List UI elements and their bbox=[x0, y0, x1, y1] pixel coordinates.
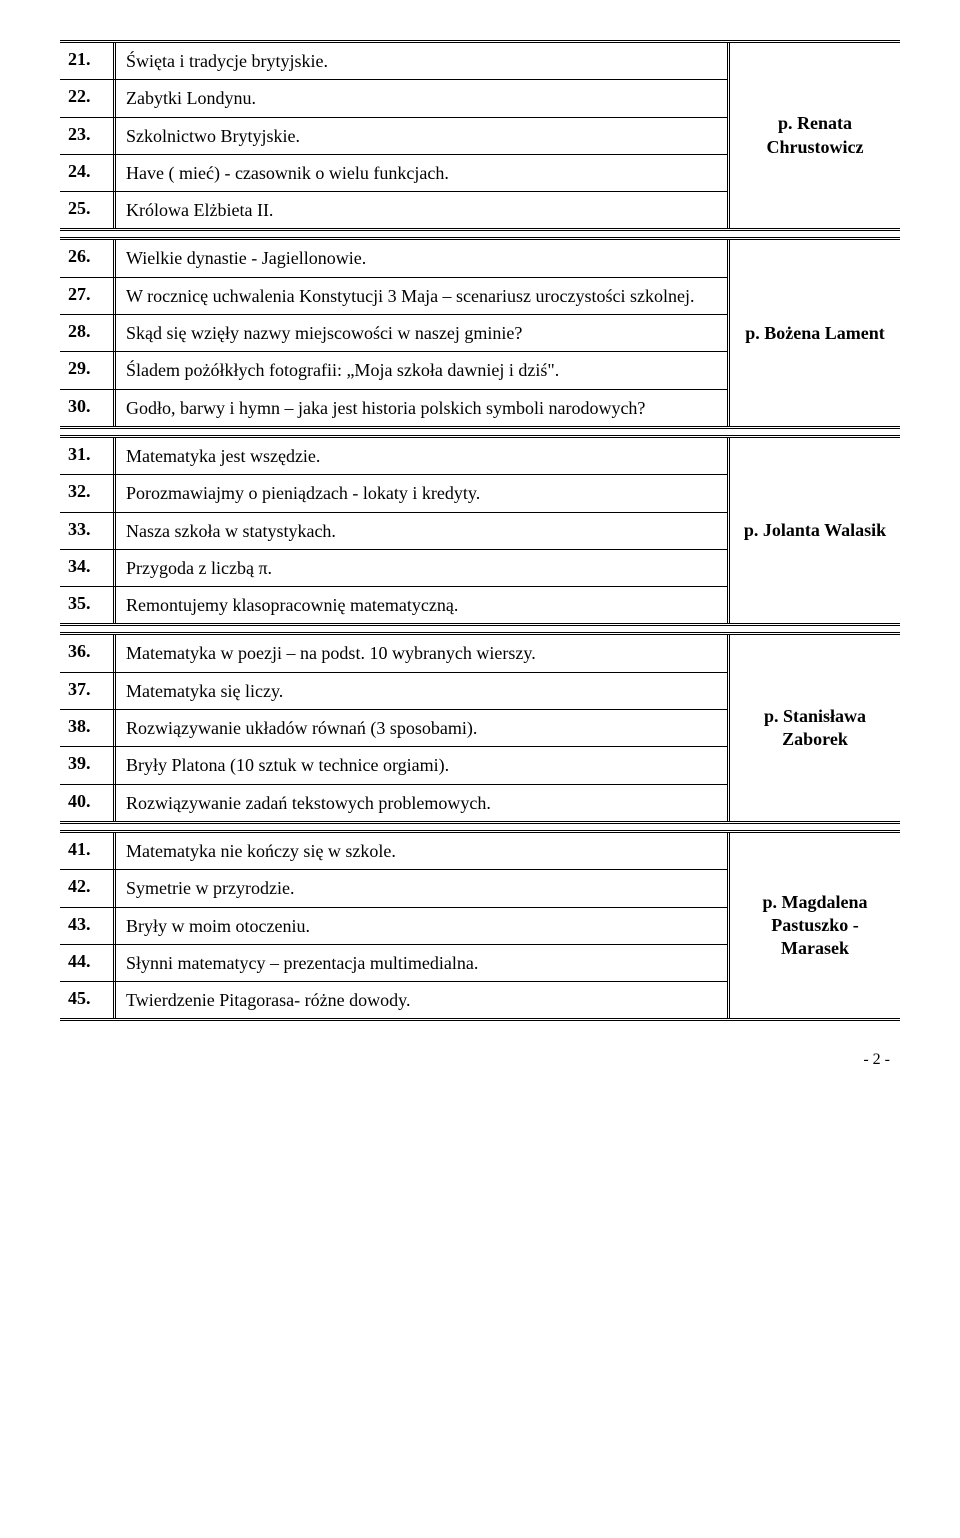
table-row: 29. Śladem pożółkłych fotografii: „Moja … bbox=[60, 351, 727, 388]
row-number: 25. bbox=[60, 192, 116, 228]
table-row: 45. Twierdzenie Pitagorasa- różne dowody… bbox=[60, 981, 727, 1018]
section-1-rows: 21. Święta i tradycje brytyjskie. 22. Za… bbox=[60, 43, 730, 228]
row-text: Skąd się wzięły nazwy miejscowości w nas… bbox=[116, 315, 727, 351]
row-number: 24. bbox=[60, 155, 116, 191]
page-content: 21. Święta i tradycje brytyjskie. 22. Za… bbox=[60, 40, 900, 1069]
row-text: Matematyka się liczy. bbox=[116, 673, 727, 709]
section-3-rows: 31. Matematyka jest wszędzie. 32. Porozm… bbox=[60, 438, 730, 623]
table-row: 31. Matematyka jest wszędzie. bbox=[60, 438, 727, 474]
section-4: 36. Matematyka w poezji – na podst. 10 w… bbox=[60, 632, 900, 823]
row-number: 29. bbox=[60, 352, 116, 388]
teacher-name: p. Stanisława Zaborek bbox=[730, 635, 900, 820]
teacher-name: p. Jolanta Walasik bbox=[730, 438, 900, 623]
row-text: Bryły Platona (10 sztuk w technice orgia… bbox=[116, 747, 727, 783]
table-row: 34. Przygoda z liczbą π. bbox=[60, 549, 727, 586]
table-row: 23. Szkolnictwo Brytyjskie. bbox=[60, 117, 727, 154]
row-number: 22. bbox=[60, 80, 116, 116]
row-number: 38. bbox=[60, 710, 116, 746]
row-text: W rocznicę uchwalenia Konstytucji 3 Maja… bbox=[116, 278, 727, 314]
table-row: 33. Nasza szkoła w statystykach. bbox=[60, 512, 727, 549]
row-text: Szkolnictwo Brytyjskie. bbox=[116, 118, 727, 154]
row-number: 41. bbox=[60, 833, 116, 869]
table-row: 44. Słynni matematycy – prezentacja mult… bbox=[60, 944, 727, 981]
row-text: Śladem pożółkłych fotografii: „Moja szko… bbox=[116, 352, 727, 388]
section-5-rows: 41. Matematyka nie kończy się w szkole. … bbox=[60, 833, 730, 1018]
table-row: 27. W rocznicę uchwalenia Konstytucji 3 … bbox=[60, 277, 727, 314]
row-text: Święta i tradycje brytyjskie. bbox=[116, 43, 727, 79]
row-text: Matematyka nie kończy się w szkole. bbox=[116, 833, 727, 869]
row-number: 32. bbox=[60, 475, 116, 511]
table-row: 35. Remontujemy klasopracownię matematyc… bbox=[60, 586, 727, 623]
row-text: Wielkie dynastie - Jagiellonowie. bbox=[116, 240, 727, 276]
row-number: 28. bbox=[60, 315, 116, 351]
table-row: 42. Symetrie w przyrodzie. bbox=[60, 869, 727, 906]
row-text: Rozwiązywanie zadań tekstowych problemow… bbox=[116, 785, 727, 821]
row-text: Rozwiązywanie układów równań (3 sposobam… bbox=[116, 710, 727, 746]
teacher-name: p. Renata Chrustowicz bbox=[730, 43, 900, 228]
row-text: Bryły w moim otoczeniu. bbox=[116, 908, 727, 944]
row-number: 31. bbox=[60, 438, 116, 474]
row-text: Nasza szkoła w statystykach. bbox=[116, 513, 727, 549]
section-5: 41. Matematyka nie kończy się w szkole. … bbox=[60, 830, 900, 1021]
table-row: 32. Porozmawiajmy o pieniądzach - lokaty… bbox=[60, 474, 727, 511]
row-number: 39. bbox=[60, 747, 116, 783]
row-text: Królowa Elżbieta II. bbox=[116, 192, 727, 228]
row-number: 30. bbox=[60, 390, 116, 426]
row-text: Have ( mieć) - czasownik o wielu funkcja… bbox=[116, 155, 727, 191]
table-row: 40. Rozwiązywanie zadań tekstowych probl… bbox=[60, 784, 727, 821]
row-text: Godło, barwy i hymn – jaka jest historia… bbox=[116, 390, 727, 426]
row-text: Twierdzenie Pitagorasa- różne dowody. bbox=[116, 982, 727, 1018]
section-2: 26. Wielkie dynastie - Jagiellonowie. 27… bbox=[60, 237, 900, 428]
table-row: 37. Matematyka się liczy. bbox=[60, 672, 727, 709]
table-row: 41. Matematyka nie kończy się w szkole. bbox=[60, 833, 727, 869]
row-number: 33. bbox=[60, 513, 116, 549]
section-4-rows: 36. Matematyka w poezji – na podst. 10 w… bbox=[60, 635, 730, 820]
teacher-name: p. Bożena Lament bbox=[730, 240, 900, 425]
row-text: Porozmawiajmy o pieniądzach - lokaty i k… bbox=[116, 475, 727, 511]
table-row: 25. Królowa Elżbieta II. bbox=[60, 191, 727, 228]
row-number: 34. bbox=[60, 550, 116, 586]
section-1: 21. Święta i tradycje brytyjskie. 22. Za… bbox=[60, 40, 900, 231]
row-number: 40. bbox=[60, 785, 116, 821]
row-number: 27. bbox=[60, 278, 116, 314]
row-number: 26. bbox=[60, 240, 116, 276]
row-number: 36. bbox=[60, 635, 116, 671]
table-row: 22. Zabytki Londynu. bbox=[60, 79, 727, 116]
teacher-name: p. Magdalena Pastuszko - Marasek bbox=[730, 833, 900, 1018]
row-number: 23. bbox=[60, 118, 116, 154]
row-number: 43. bbox=[60, 908, 116, 944]
row-number: 45. bbox=[60, 982, 116, 1018]
table-row: 28. Skąd się wzięły nazwy miejscowości w… bbox=[60, 314, 727, 351]
row-text: Matematyka w poezji – na podst. 10 wybra… bbox=[116, 635, 727, 671]
row-text: Remontujemy klasopracownię matematyczną. bbox=[116, 587, 727, 623]
row-number: 42. bbox=[60, 870, 116, 906]
table-row: 21. Święta i tradycje brytyjskie. bbox=[60, 43, 727, 79]
table-row: 30. Godło, barwy i hymn – jaka jest hist… bbox=[60, 389, 727, 426]
row-text: Przygoda z liczbą π. bbox=[116, 550, 727, 586]
table-row: 38. Rozwiązywanie układów równań (3 spos… bbox=[60, 709, 727, 746]
table-row: 39. Bryły Platona (10 sztuk w technice o… bbox=[60, 746, 727, 783]
row-number: 44. bbox=[60, 945, 116, 981]
table-row: 36. Matematyka w poezji – na podst. 10 w… bbox=[60, 635, 727, 671]
row-number: 21. bbox=[60, 43, 116, 79]
row-text: Zabytki Londynu. bbox=[116, 80, 727, 116]
row-number: 37. bbox=[60, 673, 116, 709]
section-2-rows: 26. Wielkie dynastie - Jagiellonowie. 27… bbox=[60, 240, 730, 425]
table-row: 24. Have ( mieć) - czasownik o wielu fun… bbox=[60, 154, 727, 191]
row-text: Słynni matematycy – prezentacja multimed… bbox=[116, 945, 727, 981]
page-number: - 2 - bbox=[60, 1051, 900, 1069]
row-number: 35. bbox=[60, 587, 116, 623]
table-row: 43. Bryły w moim otoczeniu. bbox=[60, 907, 727, 944]
row-text: Matematyka jest wszędzie. bbox=[116, 438, 727, 474]
section-3: 31. Matematyka jest wszędzie. 32. Porozm… bbox=[60, 435, 900, 626]
row-text: Symetrie w przyrodzie. bbox=[116, 870, 727, 906]
table-row: 26. Wielkie dynastie - Jagiellonowie. bbox=[60, 240, 727, 276]
